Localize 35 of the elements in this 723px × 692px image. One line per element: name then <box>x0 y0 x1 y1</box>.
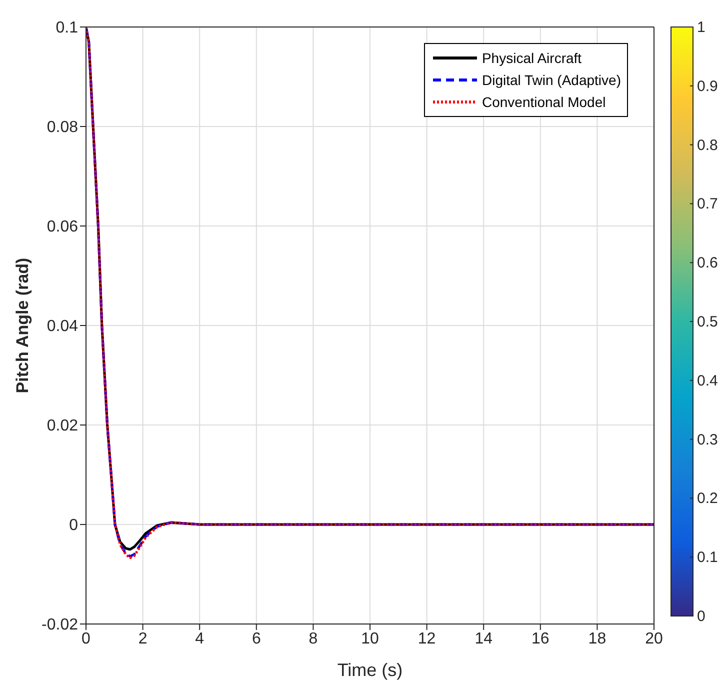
y-tick-label: 0.1 <box>56 20 78 37</box>
x-tick-label: 14 <box>474 630 493 648</box>
x-tick-label: 16 <box>532 630 550 648</box>
x-tick-label: 10 <box>361 630 379 648</box>
y-tick-label: 0.08 <box>46 119 78 136</box>
x-tick-label: 4 <box>195 630 204 648</box>
color-bar-label: 1 <box>697 19 706 36</box>
color-bar-label: 0.5 <box>697 314 718 330</box>
y-tick-label: 0 <box>69 517 78 534</box>
color-bar-label: 0.3 <box>697 431 718 448</box>
x-tick-label: 12 <box>418 630 436 648</box>
color-bar-label: 0.1 <box>697 549 718 566</box>
y-axis-title: Pitch Angle (rad) <box>13 258 32 394</box>
x-tick-label: 20 <box>645 630 663 648</box>
color-bar-label: 0.8 <box>697 136 718 154</box>
legend-label: Digital Twin (Adaptive) <box>482 72 621 88</box>
x-axis-title: Time (s) <box>337 660 403 680</box>
x-tick-label: 2 <box>138 630 148 648</box>
legend-label: Physical Aircraft <box>482 50 582 66</box>
color-bar-label: 0.4 <box>697 372 718 390</box>
x-tick-label: 0 <box>82 630 91 648</box>
color-bar-label: 0.7 <box>697 196 718 213</box>
legend-label: Conventional Model <box>482 94 606 110</box>
color-scale: 0 0.1 0.2 0.3 0.4 0.5 0.6 0.7 0.8 0.9 1 <box>670 8 723 692</box>
color-bar-label: 0 <box>697 608 706 625</box>
color-bar-label: 0.6 <box>697 254 718 272</box>
color-bar-label: 0.2 <box>697 490 718 508</box>
x-tick-label: 6 <box>252 630 261 648</box>
x-tick-label: 18 <box>588 630 606 648</box>
color-bar-label: 0.9 <box>697 78 718 95</box>
x-tick-label: 8 <box>308 630 318 648</box>
y-tick-label: -0.02 <box>42 616 78 634</box>
y-tick-label: 0.02 <box>46 418 78 435</box>
y-tick-label: 0.06 <box>46 218 78 236</box>
y-tick-label: 0.04 <box>46 318 78 336</box>
